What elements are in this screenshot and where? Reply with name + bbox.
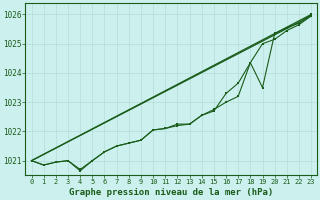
X-axis label: Graphe pression niveau de la mer (hPa): Graphe pression niveau de la mer (hPa) (69, 188, 274, 197)
